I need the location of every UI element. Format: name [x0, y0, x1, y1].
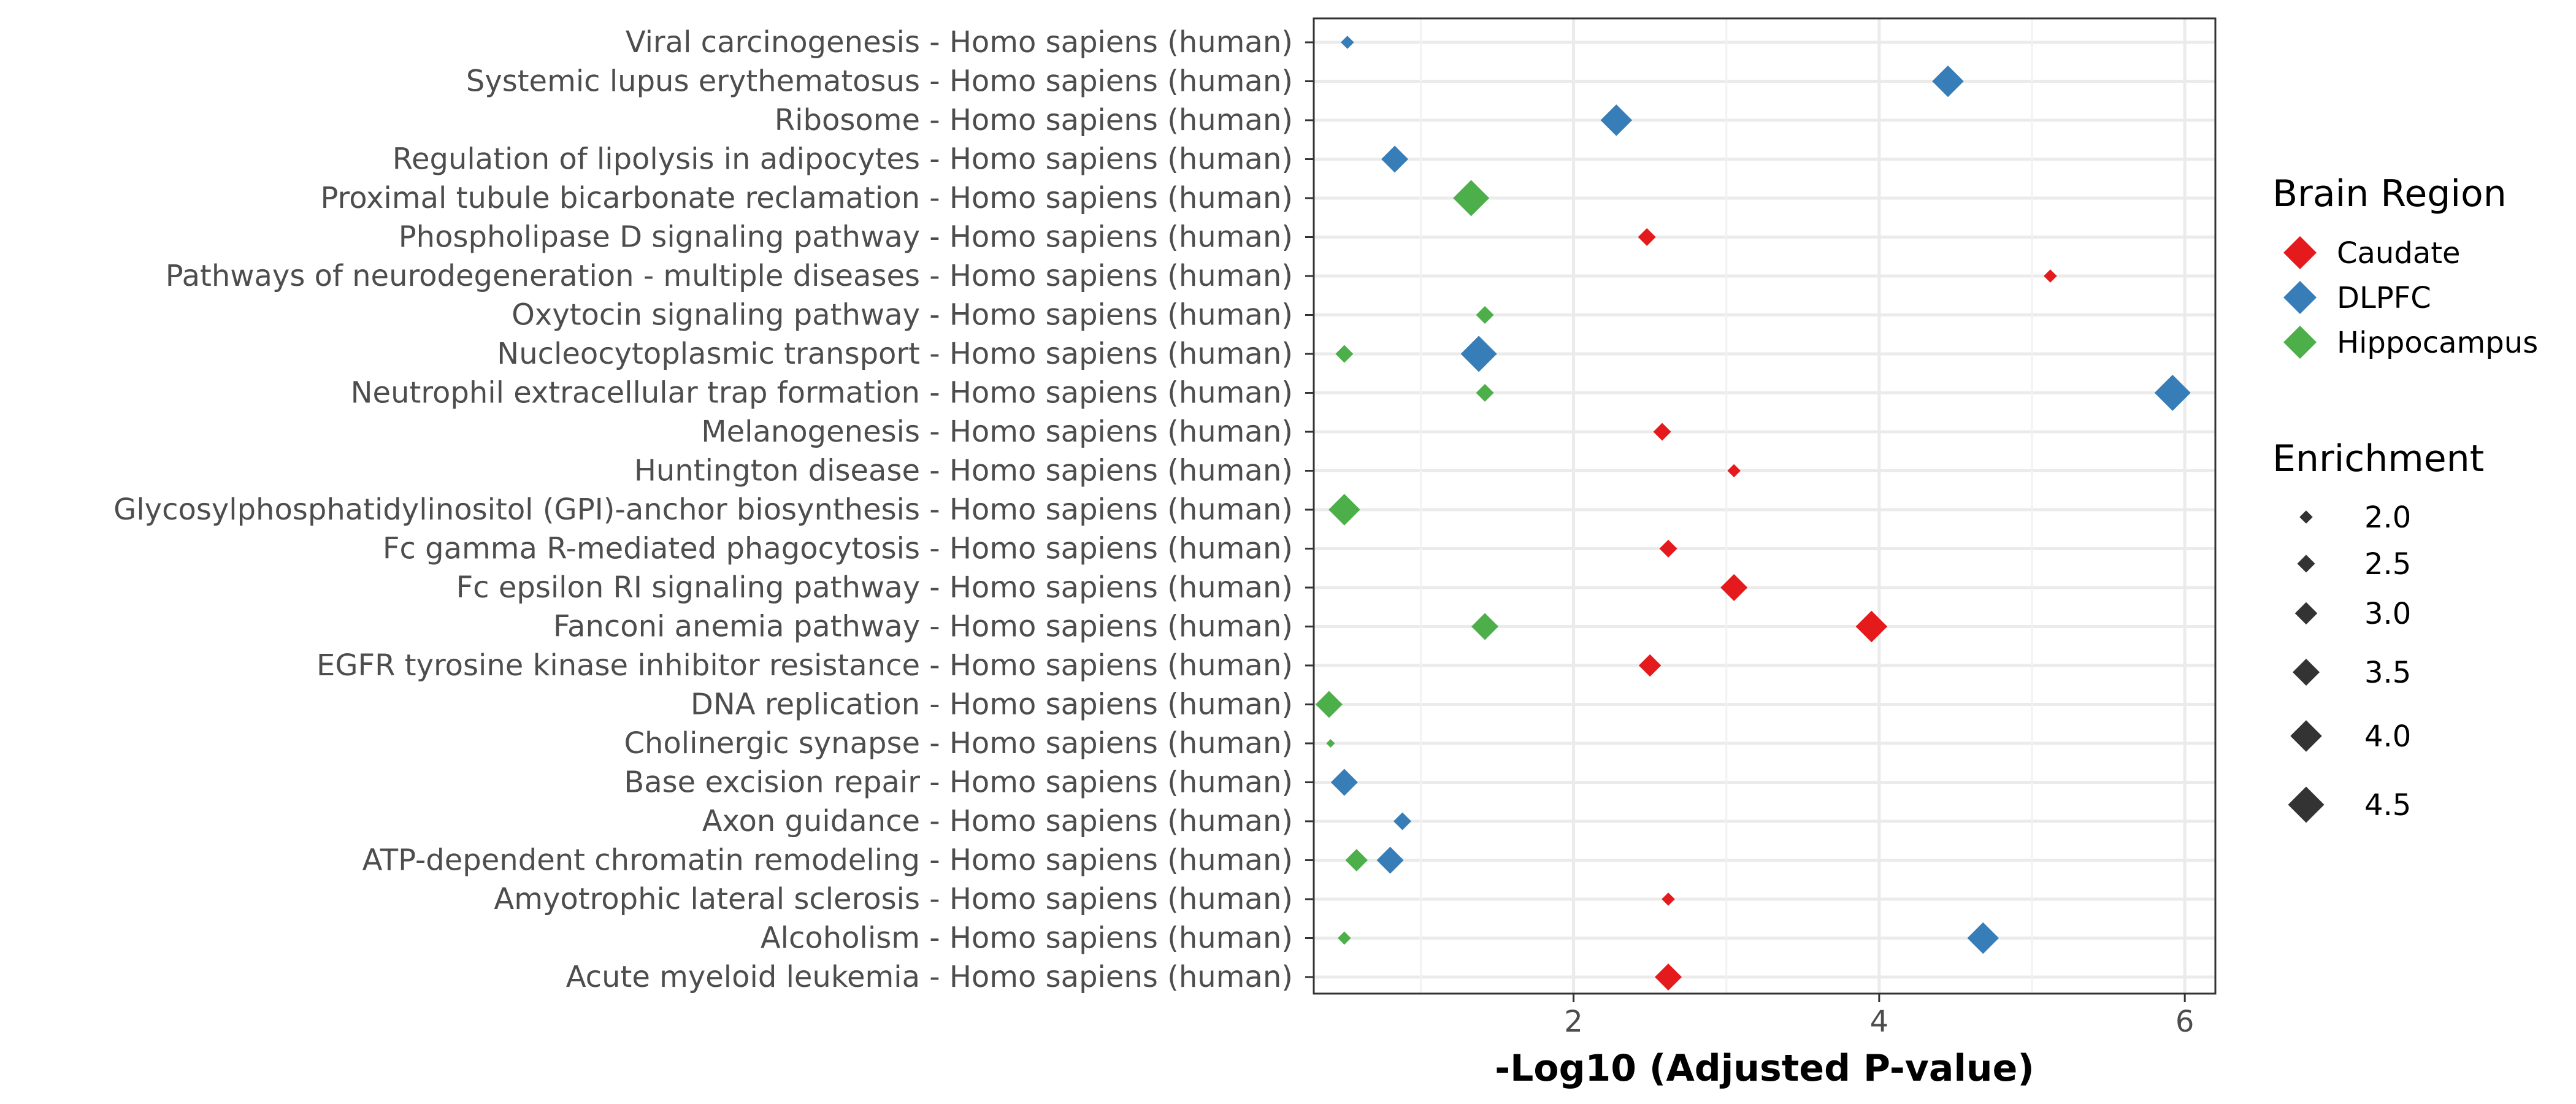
data-point-caudate: [2044, 269, 2057, 283]
data-point-caudate: [1720, 574, 1748, 601]
data-point-dlpfc: [1967, 922, 1999, 954]
legend-size-key: [2299, 510, 2313, 524]
y-tick-label: Glycosylphosphatidylinositol (GPI)-ancho…: [113, 493, 1293, 527]
legend-color-label: Caudate: [2337, 236, 2461, 270]
legend-size-key: [2297, 554, 2315, 573]
y-tick-label: DNA replication - Homo sapiens (human): [691, 688, 1293, 722]
legend-size-label: 4.5: [2364, 788, 2411, 822]
data-point-dlpfc: [2154, 375, 2191, 411]
data-point-dlpfc: [1460, 335, 1497, 372]
y-tick-label: Acute myeloid leukemia - Homo sapiens (h…: [566, 960, 1293, 994]
y-tick-label: Ribosome - Homo sapiens (human): [775, 103, 1293, 137]
data-point-hippocampus: [1338, 931, 1351, 945]
y-tick-label: Phospholipase D signaling pathway - Homo…: [399, 220, 1293, 255]
legend-size-label: 2.5: [2364, 547, 2411, 581]
data-point-caudate: [1659, 540, 1677, 558]
data-point-caudate: [1855, 610, 1888, 643]
legend-color-label: DLPFC: [2337, 281, 2431, 315]
data-point-hippocampus: [1326, 739, 1335, 748]
y-tick-label: Regulation of lipolysis in adipocytes - …: [393, 142, 1293, 177]
data-point-caudate: [1662, 892, 1675, 906]
data-point-dlpfc: [1341, 36, 1354, 49]
data-point-hippocampus: [1328, 494, 1360, 526]
data-point-dlpfc: [1376, 846, 1404, 874]
y-tick-label: ATP-dependent chromatin remodeling - Hom…: [362, 843, 1293, 878]
y-tick-label: Systemic lupus erythematosus - Homo sapi…: [466, 64, 1293, 99]
y-tick-label: Cholinergic synapse - Homo sapiens (huma…: [624, 726, 1293, 761]
legend-size-key: [2290, 720, 2322, 752]
data-point-caudate: [1655, 964, 1682, 991]
legend-color-key: [2283, 281, 2317, 314]
y-tick-label: Neutrophil extracellular trap formation …: [351, 376, 1293, 410]
y-tick-label: Viral carcinogenesis - Homo sapiens (hum…: [626, 25, 1293, 59]
y-tick-label: Fc gamma R-mediated phagocytosis - Homo …: [383, 532, 1293, 566]
data-point-dlpfc: [1330, 769, 1358, 796]
x-tick-label: 6: [2175, 1005, 2195, 1039]
y-tick-label: EGFR tyrosine kinase inhibitor resistanc…: [316, 648, 1293, 683]
y-tick-label: Fc epsilon RI signaling pathway - Homo s…: [456, 570, 1293, 605]
y-tick-label: Fanconi anemia pathway - Homo sapiens (h…: [553, 610, 1293, 644]
data-point-hippocampus: [1476, 384, 1494, 402]
data-point-hippocampus: [1453, 180, 1490, 217]
x-axis-title: -Log10 (Adjusted P-value): [1495, 1047, 2034, 1090]
legend-size-key: [2288, 786, 2325, 823]
y-tick-label: Base excision repair - Homo sapiens (hum…: [624, 765, 1293, 800]
y-tick-label: Alcoholism - Homo sapiens (human): [761, 921, 1293, 956]
y-tick-label: Oxytocin signaling pathway - Homo sapien…: [512, 298, 1293, 332]
data-point-caudate: [1638, 228, 1656, 246]
y-tick-label: Huntington disease - Homo sapiens (human…: [634, 454, 1293, 488]
data-point-caudate: [1727, 464, 1741, 478]
legend-color-key: [2283, 236, 2317, 269]
data-point-hippocampus: [1345, 849, 1368, 872]
y-tick-label: Proximal tubule bicarbonate reclamation …: [320, 181, 1293, 215]
x-axis-tick-labels: 2 4 6: [1564, 994, 2194, 1039]
legend-color-key: [2283, 326, 2317, 359]
legend-color-title: Brain Region: [2272, 172, 2507, 215]
y-tick-label: Nucleocytoplasmic transport - Homo sapie…: [497, 337, 1293, 371]
legend-size-title: Enrichment: [2272, 437, 2484, 480]
legend-size-label: 2.0: [2364, 500, 2411, 535]
legend-color-items: Caudate DLPFC Hippocampus: [2283, 236, 2538, 360]
data-point-hippocampus: [1476, 306, 1494, 324]
y-tick-label: Axon guidance - Homo sapiens (human): [702, 804, 1293, 838]
data-point-dlpfc: [1381, 145, 1409, 173]
y-tick-label: Amyotrophic lateral sclerosis - Homo sap…: [494, 882, 1293, 916]
legend-size-items: 2.0 2.5 3.0 3.5 4.0 4.5: [2288, 500, 2411, 823]
data-point-hippocampus: [1471, 613, 1499, 640]
data-point-caudate: [1653, 423, 1671, 441]
data-point-hippocampus: [1315, 691, 1343, 718]
legend-size-key: [2293, 659, 2320, 686]
plot-panel-border: [1313, 17, 2217, 995]
legend-size-label: 4.0: [2364, 719, 2411, 754]
data-points: [1315, 36, 2191, 991]
data-point-hippocampus: [1335, 345, 1354, 363]
data-point-dlpfc: [1932, 65, 1964, 98]
x-tick-label: 2: [1564, 1005, 1583, 1039]
legend-size-key: [2294, 602, 2318, 625]
x-tick-label: 4: [1870, 1005, 1889, 1039]
y-axis-tick-labels: Acute myeloid leukemia - Homo sapiens (h…: [113, 25, 1314, 994]
y-tick-label: Melanogenesis - Homo sapiens (human): [701, 415, 1293, 449]
data-point-caudate: [1638, 654, 1662, 677]
legend-color-label: Hippocampus: [2337, 326, 2538, 360]
data-point-dlpfc: [1393, 812, 1412, 830]
legend-size-label: 3.5: [2364, 656, 2411, 690]
data-point-dlpfc: [1600, 104, 1633, 136]
legend-size-label: 3.0: [2364, 597, 2411, 631]
legend: Brain Region Caudate DLPFC Hippocampus Enr…: [2272, 172, 2538, 823]
y-tick-label: Pathways of neurodegeneration - multiple…: [166, 259, 1293, 293]
